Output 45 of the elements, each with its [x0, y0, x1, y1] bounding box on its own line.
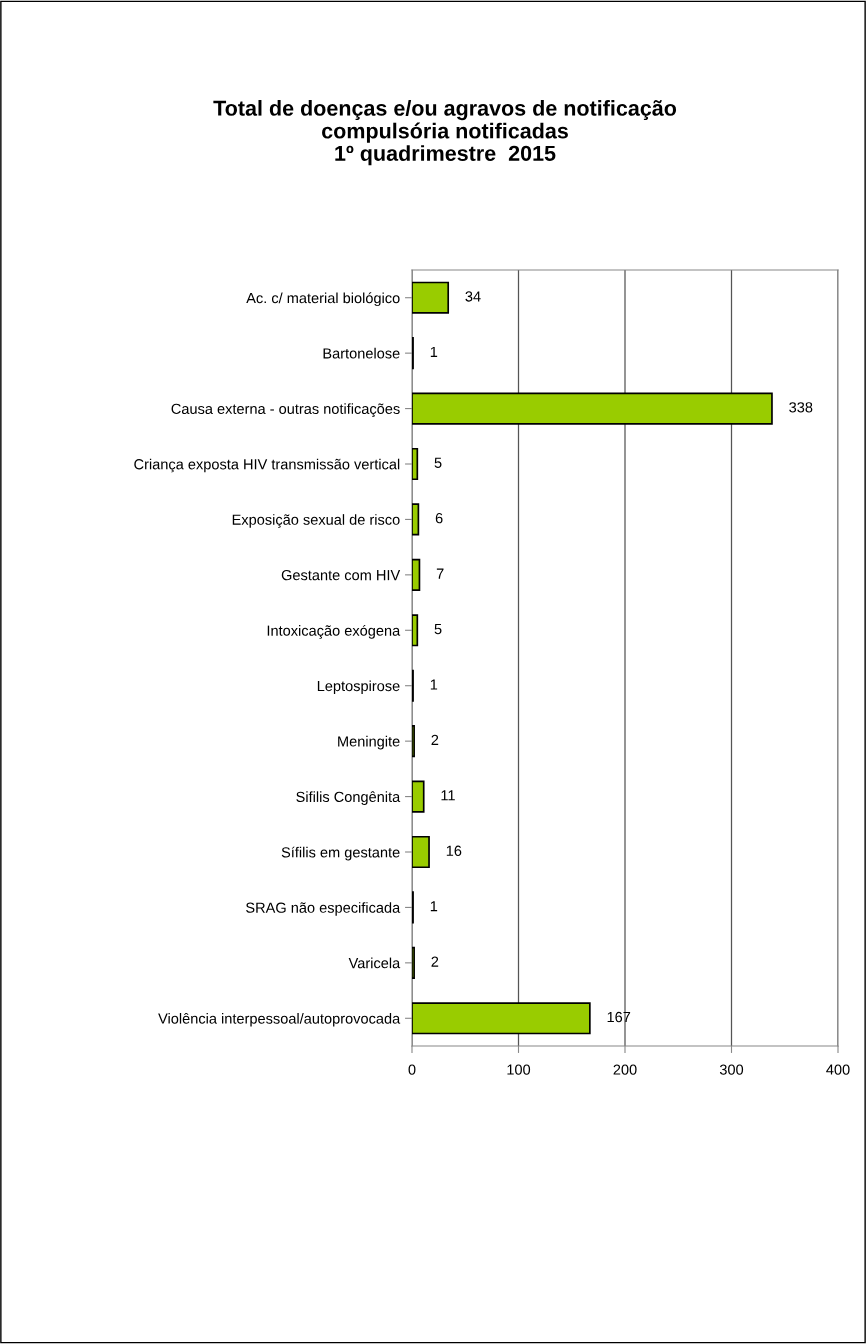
data-label: 2 — [431, 734, 439, 745]
data-label: 1 — [430, 679, 438, 690]
chart-title: Total de doenças e/ou agravos de notificação compulsória notificadas 1º quadrimestre 2015 — [213, 100, 677, 166]
y-tick-label: Meningite — [338, 735, 400, 750]
bar — [412, 780, 425, 813]
data-label: 34 — [465, 291, 481, 302]
data-label: 338 — [789, 402, 813, 413]
x-tick-label: 100 — [507, 1064, 531, 1075]
y-tick-label: Varicela — [348, 957, 401, 969]
x-tick-label: 300 — [719, 1064, 744, 1075]
data-label: 1 — [430, 346, 438, 357]
y-tick-label: Sífilis em gestante — [281, 846, 400, 861]
bar — [412, 725, 415, 758]
y-tick-label: Ac. c/ material biológico — [246, 292, 400, 307]
y-tick-label: Criança exposta HIV transmissão vertical — [134, 458, 400, 473]
x-tick-label: 400 — [826, 1064, 850, 1075]
bar — [412, 558, 421, 591]
bar — [412, 503, 420, 536]
data-label: 7 — [436, 568, 444, 579]
y-tick-label: Exposição sexual de risco — [232, 514, 400, 528]
bar — [412, 447, 419, 481]
data-label: 16 — [446, 845, 462, 856]
y-tick-label: Bartonelose — [323, 347, 400, 359]
x-tick-label: 0 — [408, 1064, 416, 1075]
y-tick-label: SRAG não especificada — [246, 902, 401, 916]
bar — [412, 392, 773, 425]
y-tick-label: Intoxicação exógena — [267, 624, 401, 639]
bar — [412, 1002, 591, 1035]
y-tick-label: Gestante com HIV — [281, 569, 401, 581]
bar — [412, 281, 450, 314]
bar — [412, 946, 415, 979]
bar — [412, 614, 419, 647]
y-tick-label: Violência interpessoal/autoprovocada — [158, 1012, 401, 1027]
data-label: 5 — [434, 624, 442, 635]
bar — [412, 835, 430, 869]
data-label: 167 — [607, 1011, 631, 1023]
y-tick-label: Leptospirose — [317, 680, 400, 695]
data-label: 1 — [430, 901, 438, 912]
y-tick-label: Causa externa - outras notificações — [171, 403, 400, 417]
x-tick-label: 200 — [613, 1064, 637, 1075]
data-label: 5 — [434, 457, 442, 468]
data-label: 6 — [435, 513, 443, 524]
y-tick-label: Sifilis Congênita — [296, 791, 401, 805]
data-label: 11 — [441, 790, 455, 801]
data-label: 2 — [431, 956, 439, 967]
